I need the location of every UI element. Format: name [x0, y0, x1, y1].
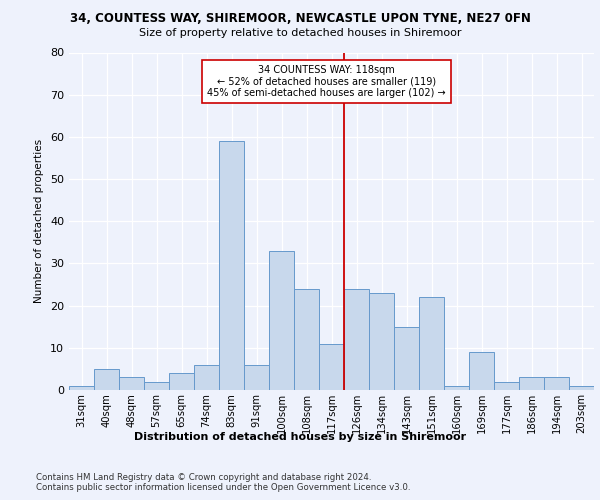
Bar [119, 378, 144, 390]
Bar [569, 386, 594, 390]
Bar [144, 382, 169, 390]
Bar [319, 344, 344, 390]
Bar [519, 378, 544, 390]
Bar [544, 378, 569, 390]
Bar [169, 373, 194, 390]
Bar [94, 369, 119, 390]
Bar [194, 364, 219, 390]
Bar [419, 297, 444, 390]
Bar [244, 364, 269, 390]
Bar [369, 293, 394, 390]
Text: Size of property relative to detached houses in Shiremoor: Size of property relative to detached ho… [139, 28, 461, 38]
Bar [294, 289, 319, 390]
Bar [444, 386, 469, 390]
Bar [269, 251, 294, 390]
Bar [69, 386, 94, 390]
Bar [494, 382, 519, 390]
Text: Contains HM Land Registry data © Crown copyright and database right 2024.
Contai: Contains HM Land Registry data © Crown c… [36, 472, 410, 492]
Bar [344, 289, 369, 390]
Bar [469, 352, 494, 390]
Bar [394, 326, 419, 390]
Y-axis label: Number of detached properties: Number of detached properties [34, 139, 44, 304]
Text: Distribution of detached houses by size in Shiremoor: Distribution of detached houses by size … [134, 432, 466, 442]
Text: 34 COUNTESS WAY: 118sqm
← 52% of detached houses are smaller (119)
45% of semi-d: 34 COUNTESS WAY: 118sqm ← 52% of detache… [207, 65, 446, 98]
Text: 34, COUNTESS WAY, SHIREMOOR, NEWCASTLE UPON TYNE, NE27 0FN: 34, COUNTESS WAY, SHIREMOOR, NEWCASTLE U… [70, 12, 530, 26]
Bar [219, 141, 244, 390]
